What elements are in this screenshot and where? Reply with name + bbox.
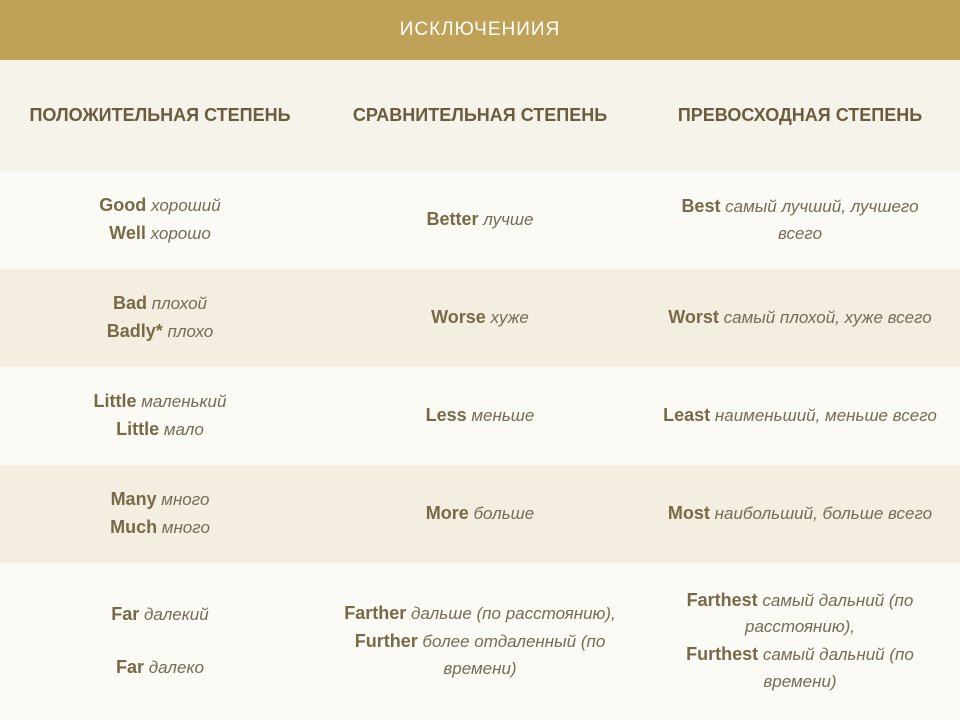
cell-line: Far далеко — [20, 654, 300, 682]
english-word: Many — [111, 489, 157, 509]
cell-line: Less меньше — [340, 402, 620, 430]
cell-line: Most наибольший, больше всего — [660, 500, 940, 528]
english-word: Worse — [431, 307, 486, 327]
english-word: Well — [109, 223, 146, 243]
english-word: Most — [668, 503, 710, 523]
english-word: Far — [111, 604, 139, 624]
russian-word: хорошо — [146, 224, 211, 243]
superlative-cell: Least наименьший, меньше всего — [640, 367, 960, 465]
cell-line: Little мало — [20, 416, 300, 444]
table-title: ИСКЛЮЧЕНИИЯ — [0, 0, 960, 60]
english-word: Bad — [113, 293, 147, 313]
russian-word: самый плохой, хуже всего — [719, 308, 932, 327]
positive-cell: Bad плохойBadly* плохо — [0, 269, 320, 367]
superlative-cell: Best самый лучший, лучшего всего — [640, 172, 960, 270]
cell-line — [20, 629, 300, 654]
cell-line: Far далекий — [20, 601, 300, 629]
russian-word: плохой — [147, 294, 207, 313]
comparative-cell: Better лучше — [320, 172, 640, 270]
cell-line: Little маленький — [20, 388, 300, 416]
cell-line: Badly* плохо — [20, 318, 300, 346]
english-word: Better — [427, 209, 479, 229]
english-word: Least — [663, 405, 710, 425]
table-row: Far далекий Far далеко Farther дальше (по… — [0, 563, 960, 720]
english-word: Far — [116, 657, 144, 677]
cell-line: Farther дальше (по расстоянию), — [340, 600, 620, 628]
english-word: Farthest — [687, 590, 758, 610]
cell-line: Better лучше — [340, 206, 620, 234]
russian-word: наибольший, больше всего — [710, 504, 932, 523]
cell-line: Worst самый плохой, хуже всего — [660, 304, 940, 332]
russian-word: маленький — [137, 392, 227, 411]
russian-word: хороший — [146, 196, 220, 215]
header-superlative: ПРЕВОСХОДНАЯ СТЕПЕНЬ — [640, 60, 960, 171]
comparative-cell: Farther дальше (по расстоянию),Further б… — [320, 563, 640, 720]
english-word: Furthest — [686, 644, 758, 664]
cell-line: More больше — [340, 500, 620, 528]
english-word: Best — [681, 196, 720, 216]
russian-word: больше — [469, 504, 534, 523]
cell-line: Bad плохой — [20, 290, 300, 318]
russian-word: более отдаленный (по времени) — [418, 632, 606, 678]
russian-word: хуже — [486, 308, 529, 327]
english-word: Worst — [668, 307, 719, 327]
english-word: Much — [110, 517, 157, 537]
cell-line: Many много — [20, 486, 300, 514]
positive-cell: Far далекий Far далеко — [0, 563, 320, 720]
positive-cell: Good хорошийWell хорошо — [0, 172, 320, 270]
cell-line: Farthest самый дальний (по расстоянию), — [660, 587, 940, 642]
russian-word: самый лучший, лучшего всего — [720, 197, 918, 243]
cell-line: Well хорошо — [20, 220, 300, 248]
cell-line: Furthest самый дальний (по времени) — [660, 641, 940, 696]
table-row: Little маленькийLittle малоLess меньшеLe… — [0, 367, 960, 465]
cell-line: Much много — [20, 514, 300, 542]
comparative-cell: Less меньше — [320, 367, 640, 465]
header-positive: ПОЛОЖИТЕЛЬНАЯ СТЕПЕНЬ — [0, 60, 320, 171]
comparative-cell: Worse хуже — [320, 269, 640, 367]
cell-line: Least наименьший, меньше всего — [660, 402, 940, 430]
english-word: Further — [355, 631, 418, 651]
russian-word: далекий — [139, 605, 208, 624]
russian-word: самый дальний (по расстоянию), — [745, 591, 913, 637]
russian-word: наименьший, меньше всего — [710, 406, 937, 425]
cell-line: Worse хуже — [340, 304, 620, 332]
english-word: Farther — [344, 603, 406, 623]
table-row: Good хорошийWell хорошоBetter лучшеBest … — [0, 172, 960, 270]
russian-word: лучше — [479, 210, 534, 229]
russian-word: много — [157, 490, 210, 509]
russian-word: самый дальний (по времени) — [758, 645, 914, 691]
russian-word: дальше (по расстоянию), — [406, 604, 615, 623]
russian-word: меньше — [467, 406, 535, 425]
superlative-cell: Worst самый плохой, хуже всего — [640, 269, 960, 367]
russian-word: много — [157, 518, 210, 537]
english-word: Good — [99, 195, 146, 215]
english-word: Less — [426, 405, 467, 425]
table-row: Many многоMuch многоMore большеMost наиб… — [0, 465, 960, 563]
header-comparative: СРАВНИТЕЛЬНАЯ СТЕПЕНЬ — [320, 60, 640, 171]
english-word: Little — [116, 419, 159, 439]
english-word: More — [426, 503, 469, 523]
header-row: ПОЛОЖИТЕЛЬНАЯ СТЕПЕНЬ СРАВНИТЕЛЬНАЯ СТЕП… — [0, 60, 960, 171]
cell-line: Good хороший — [20, 192, 300, 220]
russian-word: далеко — [144, 658, 204, 677]
cell-line: Further более отдаленный (по времени) — [340, 628, 620, 683]
exceptions-table: ИСКЛЮЧЕНИИЯ ПОЛОЖИТЕЛЬНАЯ СТЕПЕНЬ СРАВНИ… — [0, 0, 960, 720]
cell-line: Best самый лучший, лучшего всего — [660, 193, 940, 248]
positive-cell: Little маленькийLittle мало — [0, 367, 320, 465]
russian-word: плохо — [163, 322, 214, 341]
english-word: Badly* — [107, 321, 163, 341]
superlative-cell: Most наибольший, больше всего — [640, 465, 960, 563]
title-row: ИСКЛЮЧЕНИИЯ — [0, 0, 960, 60]
comparative-cell: More больше — [320, 465, 640, 563]
english-word: Little — [94, 391, 137, 411]
superlative-cell: Farthest самый дальний (по расстоянию),F… — [640, 563, 960, 720]
table-row: Bad плохойBadly* плохоWorse хужеWorst са… — [0, 269, 960, 367]
positive-cell: Many многоMuch много — [0, 465, 320, 563]
russian-word: мало — [159, 420, 204, 439]
